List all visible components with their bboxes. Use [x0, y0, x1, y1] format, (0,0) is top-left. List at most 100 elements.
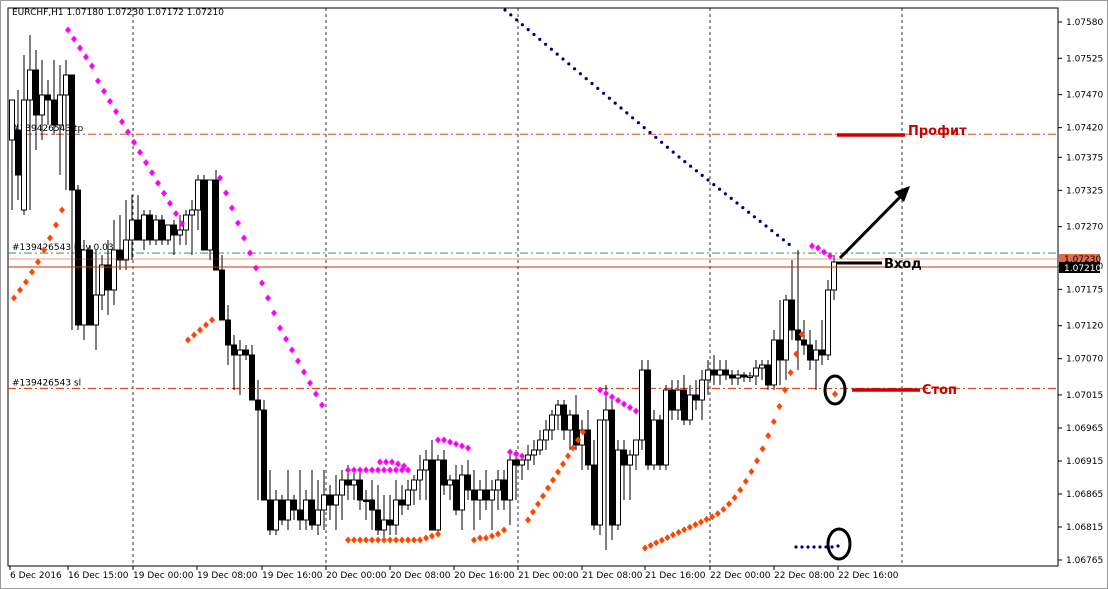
sar-dot [726, 500, 732, 508]
sar-dot [555, 52, 559, 56]
symbol-info: EURCHF,H1 1.07180 1.07230 1.07172 1.0721… [12, 8, 224, 18]
candle-body [333, 494, 339, 506]
sar-dot [832, 390, 838, 398]
sar-dot [77, 44, 83, 52]
sar-dot [125, 128, 131, 136]
sar-dot [830, 545, 834, 549]
sar-dot [453, 440, 459, 448]
candle-body [51, 99, 57, 126]
candle-body [591, 464, 597, 526]
sar-dot [567, 62, 571, 66]
candle-body [483, 489, 489, 501]
candle-body [249, 354, 255, 401]
sar-dot [167, 199, 173, 207]
sar-dot [735, 201, 739, 205]
candle-body [495, 479, 501, 491]
sar-dot [729, 196, 733, 200]
candle-body [825, 289, 831, 356]
sar-dot [800, 545, 804, 549]
sar-dot [550, 476, 556, 484]
sar-dot [173, 210, 179, 218]
price-tick-label: 1.07070 [1066, 355, 1103, 365]
candle-body [777, 339, 783, 361]
sar-dot [71, 35, 77, 43]
sar-dot [41, 246, 47, 254]
sar-dot [17, 286, 23, 294]
order-line-label: #139426543 sl [12, 378, 81, 388]
sar-dot [532, 32, 536, 37]
sar-dot [387, 536, 393, 544]
sar-dot [798, 330, 805, 338]
candle-body [609, 409, 615, 526]
sar-dot [11, 294, 17, 302]
candle-body [441, 459, 447, 486]
stop-circle [823, 374, 847, 406]
candle-body [471, 489, 477, 501]
sar-dot [613, 101, 617, 105]
sar-dot [647, 541, 654, 549]
sar-dot [47, 234, 53, 242]
sar-dot [781, 238, 786, 242]
sar-dot [754, 457, 760, 465]
candle-body [447, 479, 453, 486]
price-tick-label: 1.06915 [1066, 457, 1103, 467]
sar-dot [603, 390, 609, 397]
annotations: Профит Вход Стоп [823, 124, 967, 561]
candle-body [669, 389, 675, 411]
sar-dot [520, 23, 525, 27]
candle-body [111, 249, 117, 291]
sar-dot [209, 316, 215, 324]
sar-dot [197, 326, 203, 334]
sar-dot [648, 130, 652, 135]
sar-dot [821, 248, 827, 256]
candle-body [663, 389, 669, 466]
price-tick-label: 1.07175 [1066, 285, 1103, 295]
sar-dot [395, 460, 401, 468]
candle-body [633, 439, 639, 456]
candle-body [33, 69, 39, 116]
sar-dot [597, 386, 603, 394]
candle-body [807, 344, 813, 361]
candle-body [231, 344, 237, 356]
price-tick-label: 1.07325 [1066, 186, 1103, 196]
candle-body [243, 349, 249, 356]
sar-dot [686, 523, 693, 531]
candle-body [381, 519, 387, 531]
sar-dot [503, 8, 507, 12]
time-tick-label: 16 Dec 15:00 [68, 571, 129, 581]
sar-dot [827, 252, 833, 260]
sar-dot [658, 536, 665, 544]
sar-dot [700, 173, 704, 177]
candle-body [369, 499, 375, 511]
candle-body [639, 369, 645, 441]
candle-body [723, 369, 729, 376]
candle-body [141, 214, 147, 241]
candle-body [735, 374, 741, 379]
sar-dot [393, 536, 399, 544]
sar-dot [590, 81, 594, 86]
sar-dot [615, 397, 621, 404]
candle-body [657, 419, 663, 466]
candle-body [531, 449, 537, 456]
candle-body [261, 409, 267, 501]
candle-body [57, 94, 63, 126]
candle-body [465, 474, 471, 491]
sar-dot [389, 458, 395, 466]
time-tick-label: 21 Dec 00:00 [518, 571, 579, 581]
price-axis: 1.07580 1.07525 1.07470 1.07420 1.07375 1.073… [1058, 18, 1103, 566]
price-tick-label: 1.06865 [1066, 490, 1103, 500]
sar-dot [782, 386, 788, 394]
candle-body [615, 449, 621, 526]
candle-body [423, 459, 429, 471]
arrow-head [894, 186, 910, 202]
candle-body [339, 479, 345, 496]
candle-body [273, 499, 279, 531]
candle-body [315, 509, 321, 526]
sar-dot [665, 145, 670, 149]
sar-dot [501, 526, 507, 534]
candle-body [9, 99, 15, 141]
sar-dot [653, 539, 660, 547]
sar-dot [137, 148, 143, 156]
sar-dot [633, 407, 639, 415]
